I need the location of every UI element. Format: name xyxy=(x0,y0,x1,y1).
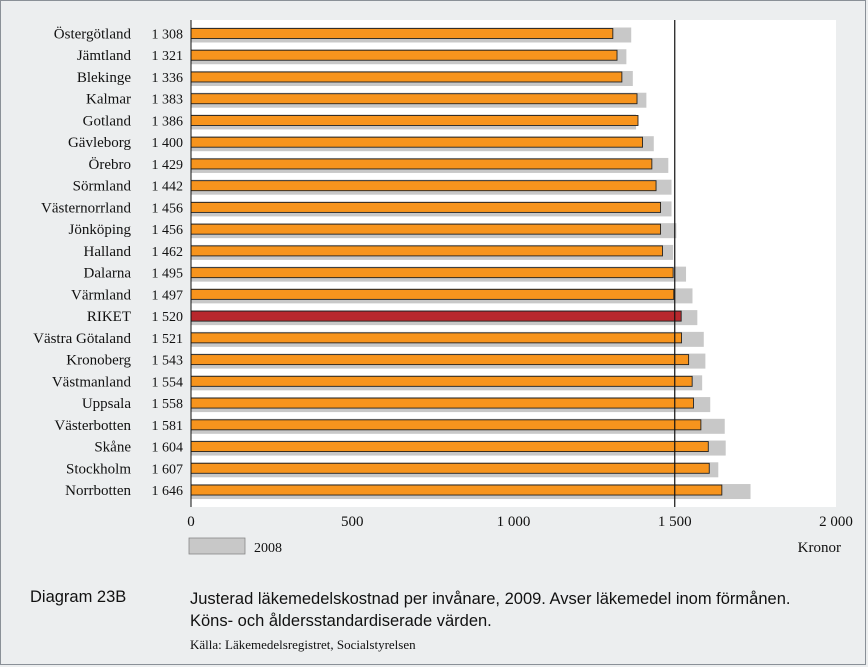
legend-label-2008: 2008 xyxy=(254,541,282,556)
category-label: Stockholm xyxy=(66,461,131,477)
bar-2009 xyxy=(190,462,710,474)
bar-2009 xyxy=(190,223,662,235)
bar-2009 xyxy=(190,158,653,170)
bar-2009 xyxy=(190,441,709,453)
value-label: 1 521 xyxy=(152,332,184,347)
bar-2009 xyxy=(190,49,618,61)
bar-2009 xyxy=(190,484,723,496)
bar-2009 xyxy=(190,397,694,409)
category-label: Värmland xyxy=(71,287,131,303)
value-label: 1 456 xyxy=(152,201,184,216)
category-label: Västmanland xyxy=(52,374,132,390)
bar-2009 xyxy=(190,332,682,344)
bar-2009 xyxy=(190,375,693,387)
value-label: 1 520 xyxy=(152,310,184,325)
x-axis-unit-label: Kronor xyxy=(798,540,841,556)
category-label: Uppsala xyxy=(82,396,131,412)
bar-2009 xyxy=(190,310,682,322)
value-label: 1 308 xyxy=(152,28,184,43)
category-label: Kronoberg xyxy=(66,353,131,369)
value-label: 1 581 xyxy=(152,419,184,434)
category-label: Gotland xyxy=(83,113,132,129)
bar-chart: Östergötland Jämtland Blekinge Kalmar Gotlan… xyxy=(33,20,853,556)
category-label: Östergötland xyxy=(54,26,132,43)
category-label: Norrbotten xyxy=(65,483,131,499)
category-label: Kalmar xyxy=(86,92,131,108)
value-label: 1 558 xyxy=(152,397,184,412)
bar-2009 xyxy=(190,93,638,105)
value-label: 1 497 xyxy=(152,288,184,303)
category-label: Västra Götaland xyxy=(33,331,131,347)
category-label: Gävleborg xyxy=(68,135,132,151)
value-label: 1 554 xyxy=(152,375,184,390)
value-label: 1 386 xyxy=(152,114,184,129)
category-label: Jämtland xyxy=(77,48,132,64)
x-tick-label: 500 xyxy=(341,514,364,530)
x-tick-label: 1 500 xyxy=(658,514,692,530)
value-label: 1 321 xyxy=(152,49,184,64)
value-label: 1 543 xyxy=(152,354,184,369)
caption-source: Källa: Läkemedelsregistret, Socialstyrel… xyxy=(190,637,416,652)
value-label: 1 646 xyxy=(152,484,184,499)
value-label: 1 442 xyxy=(152,180,184,195)
x-tick-label: 0 xyxy=(187,514,195,530)
x-tick-labels: 0 500 1 000 1 500 2 000 xyxy=(187,514,853,530)
bar-2009 xyxy=(190,28,614,39)
bar-2009 xyxy=(190,267,674,279)
bar-2009 xyxy=(190,201,662,213)
value-label: 1 336 xyxy=(152,71,184,86)
value-label: 1 495 xyxy=(152,267,184,282)
category-label: Örebro xyxy=(89,156,131,173)
value-labels: 1 308 1 321 1 336 1 383 1 386 1 400 1 429 1 442… xyxy=(152,28,184,500)
bar-2009 xyxy=(190,115,639,126)
legend-swatch-2008 xyxy=(188,537,246,555)
category-label: Halland xyxy=(84,244,132,260)
bar-2009 xyxy=(190,419,702,431)
bar-2009 xyxy=(190,245,663,257)
bar-2009 xyxy=(190,136,643,148)
category-label: Sörmland xyxy=(73,179,132,195)
category-label: Västernorrland xyxy=(41,200,131,216)
category-labels: Östergötland Jämtland Blekinge Kalmar Gotlan… xyxy=(33,26,131,500)
value-label: 1 462 xyxy=(152,245,184,260)
value-label: 1 429 xyxy=(152,158,184,173)
caption-text: Justerad läkemedelskostnad per invånare,… xyxy=(190,590,791,630)
value-label: 1 456 xyxy=(152,223,184,238)
bar-2009 xyxy=(190,354,690,366)
value-label: 1 383 xyxy=(152,93,184,108)
bar-2009 xyxy=(190,71,623,83)
value-label: 1 607 xyxy=(152,462,184,477)
x-tick-label: 2 000 xyxy=(819,514,853,530)
category-label: Skåne xyxy=(94,440,131,456)
category-label: Blekinge xyxy=(77,70,131,86)
category-label: RIKET xyxy=(87,309,131,325)
category-label: Västerbotten xyxy=(54,418,131,434)
value-label: 1 400 xyxy=(152,136,184,151)
category-label: Jönköping xyxy=(68,222,131,238)
caption-title: Diagram 23B xyxy=(30,588,127,606)
value-label: 1 604 xyxy=(152,441,184,456)
bar-2009 xyxy=(190,180,657,192)
bar-2009 xyxy=(190,288,675,300)
category-label: Dalarna xyxy=(84,266,132,282)
x-tick-label: 1 000 xyxy=(497,514,531,530)
